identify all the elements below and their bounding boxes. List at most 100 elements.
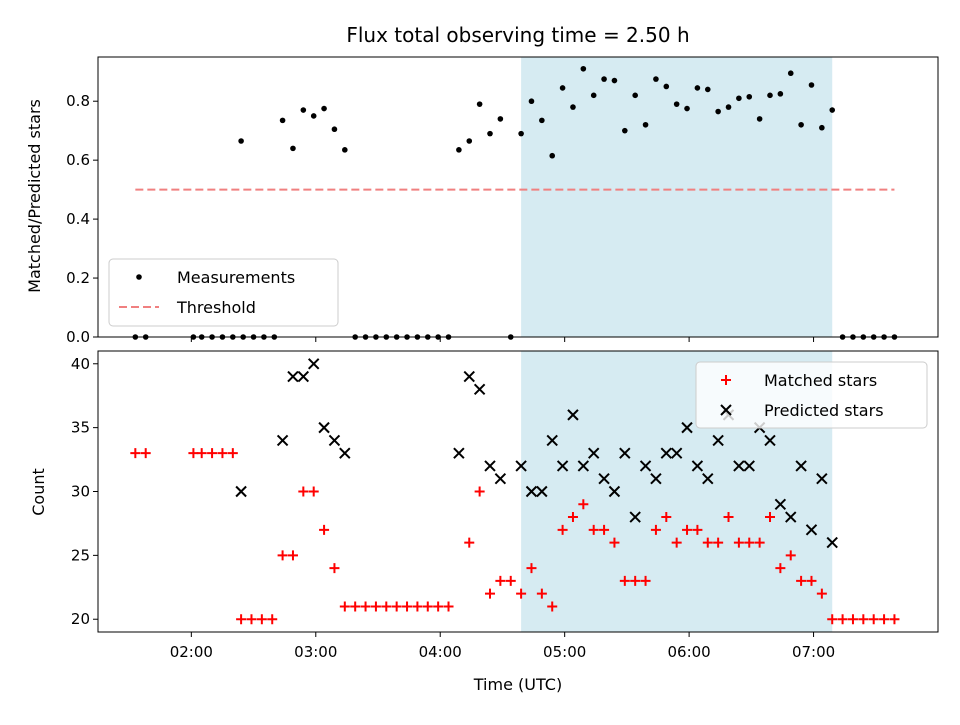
measurements-point <box>570 104 576 110</box>
matched-stars-point <box>567 512 578 523</box>
matched-stars-point <box>505 575 516 586</box>
predicted-stars-point <box>546 434 558 447</box>
count-x-tick-label: 06:00 <box>667 643 710 661</box>
matched-stars-point <box>702 537 713 548</box>
matched-stars-point <box>806 575 817 586</box>
measurements-point <box>279 117 286 124</box>
matched-stars-point <box>319 524 330 535</box>
matched-stars-point <box>547 601 558 612</box>
matched-stars-point <box>339 601 350 612</box>
predicted-stars-point <box>670 447 683 459</box>
measurements-point <box>549 152 556 159</box>
predicted-stars-point <box>805 524 818 536</box>
predicted-stars-point <box>287 370 299 383</box>
matched-stars-point <box>267 614 278 625</box>
measurements-point <box>238 138 244 144</box>
count-y-tick-label: 40 <box>71 355 90 373</box>
count-y-tick-label: 30 <box>71 483 90 501</box>
matched-stars-point <box>619 575 630 586</box>
ratio-legend: Measurements Threshold <box>108 258 339 327</box>
count-y-tick-label: 35 <box>71 419 90 437</box>
ratio-y-tick-label: 0.6 <box>66 151 90 169</box>
predicted-stars-point <box>328 434 341 447</box>
predicted-stars-point <box>297 370 310 383</box>
measurements-point <box>694 85 701 91</box>
matched-stars-point <box>837 614 848 625</box>
count-legend-box <box>695 361 928 429</box>
measurements-point <box>777 91 784 97</box>
predicted-stars-point <box>577 460 590 472</box>
matched-stars-point <box>682 524 693 535</box>
measurements-point <box>663 83 670 90</box>
matched-stars-point <box>381 601 392 612</box>
ratio-y-tick-label: 0.2 <box>66 269 90 287</box>
predicted-stars-point <box>339 447 351 459</box>
measurements-point <box>290 145 296 152</box>
measurements-point <box>310 113 317 119</box>
matched-stars-point <box>246 614 257 625</box>
count-x-tick-label: 04:00 <box>419 643 462 661</box>
measurements-point <box>456 147 462 153</box>
matched-stars-point <box>889 614 900 625</box>
predicted-stars-point <box>650 473 662 485</box>
measurements-point <box>497 116 504 122</box>
matched-stars-point <box>650 524 661 535</box>
matched-stars-point <box>433 601 444 612</box>
predicted-stars-point <box>743 460 755 472</box>
predicted-stars-point <box>691 460 704 472</box>
matched-stars-point <box>443 601 454 612</box>
matched-stars-point <box>858 614 869 625</box>
measurements-point <box>798 121 804 128</box>
matched-stars-point <box>256 614 267 625</box>
predicted-stars-point <box>484 460 496 472</box>
measurements-point <box>642 121 649 128</box>
matched-stars-point <box>578 499 589 510</box>
count-x-tick-label: 05:00 <box>543 643 586 661</box>
matched-stars-point <box>526 563 537 574</box>
count-panel: 20 25 30 35 40 02:00 03:00 04:00 05:00 06:00 07:00… <box>71 350 939 661</box>
predicted-stars-point <box>453 447 465 459</box>
matched-stars-point <box>536 588 547 599</box>
y-axis-title-count: Count <box>29 468 48 516</box>
matched-stars-point <box>298 486 309 497</box>
measurements-point <box>715 108 721 115</box>
predicted-stars-point <box>307 358 320 370</box>
matched-stars-point <box>391 601 402 612</box>
predicted-stars-point <box>515 460 527 472</box>
measurements-point <box>684 105 690 112</box>
matched-stars-point <box>402 601 413 612</box>
matched-stars-point <box>796 575 807 586</box>
matched-stars-point <box>412 601 423 612</box>
measurements-legend-label: Measurements <box>177 268 295 287</box>
predicted-stars-point <box>785 511 797 523</box>
matched-stars-legend-swatch <box>721 375 731 385</box>
count-axes-frame <box>97 350 939 633</box>
matched-stars-point <box>217 448 228 459</box>
predicted-stars-point <box>639 460 652 472</box>
measurements-point <box>539 117 545 124</box>
matched-stars-point <box>236 614 247 625</box>
count-x-tick-label: 03:00 <box>294 643 337 661</box>
matched-stars-point <box>422 601 433 612</box>
predicted-stars-point <box>660 447 673 459</box>
count-y-tick-label: 20 <box>71 610 90 628</box>
measurements-point <box>476 101 483 107</box>
matched-stars-point <box>816 588 827 599</box>
predicted-stars-point <box>795 460 807 472</box>
measurements-point <box>518 130 524 137</box>
predicted-stars-legend-label: Predicted stars <box>764 401 884 420</box>
measurements-point <box>673 101 680 107</box>
matched-stars-point <box>599 524 610 535</box>
measurements-point <box>331 126 338 133</box>
predicted-stars-point <box>733 460 745 472</box>
measurements-point <box>300 107 307 113</box>
x-axis-title: Time (UTC) <box>473 675 562 694</box>
predicted-stars-point <box>681 421 693 434</box>
predicted-stars-point <box>608 485 621 498</box>
matched-stars-point <box>754 537 765 548</box>
measurements-point <box>808 82 815 88</box>
measurements-point <box>466 138 473 144</box>
measurements-point <box>622 127 628 134</box>
matched-stars-point <box>775 563 786 574</box>
